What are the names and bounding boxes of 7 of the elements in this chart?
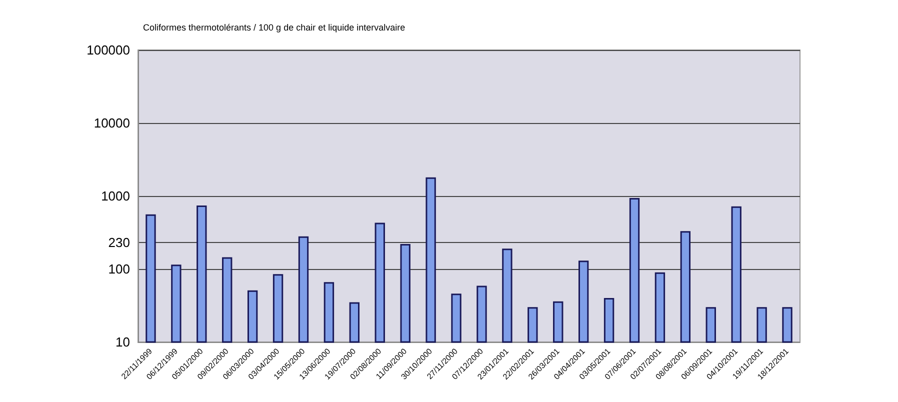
- y-tick-label: 230: [108, 235, 130, 250]
- y-tick-label: 100: [108, 262, 130, 276]
- y-tick-label: 10000: [94, 116, 130, 130]
- y-tick-label: 1000: [101, 188, 130, 204]
- y-tick-label: 10: [116, 334, 130, 350]
- chart-title: Coliformes thermotolérants / 100 g de chair et liquide intervalvaire: [143, 22, 406, 32]
- y-tick-label: 100000: [86, 42, 130, 58]
